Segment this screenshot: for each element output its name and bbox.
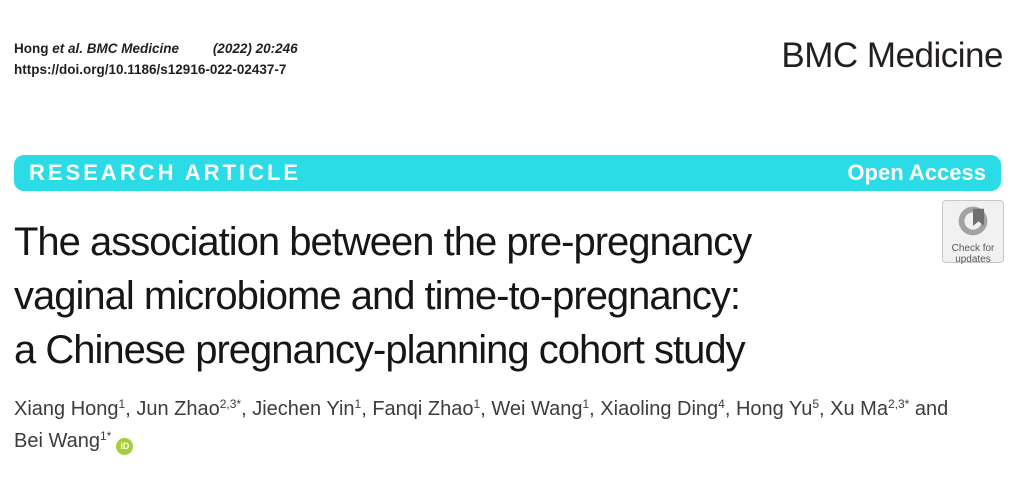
check-for-updates-badge[interactable]: Check for updates — [942, 200, 1004, 265]
author: Xiang Hong1, — [14, 398, 136, 420]
author-separator: , — [724, 398, 736, 420]
title-line-1: The association between the pre-pregnanc… — [14, 220, 752, 264]
author-affiliation: 4 — [718, 397, 725, 411]
citation-block: Hong et al. BMC Medicine (2022) 20:246 h… — [14, 38, 298, 80]
author-affiliation: 1 — [473, 397, 481, 411]
author-separator: , — [241, 398, 253, 420]
author-affiliation: 1 — [354, 397, 362, 411]
author: Fanqi Zhao1, — [372, 398, 491, 420]
author-affiliation: 1 — [582, 397, 590, 411]
citation-issue: (2022) 20:246 — [212, 41, 298, 56]
author-name: Fanqi Zhao — [372, 398, 474, 420]
journal-header: Hong et al. BMC Medicine (2022) 20:246 h… — [0, 0, 1028, 80]
orcid-icon[interactable]: iD — [116, 438, 134, 455]
author-affiliation: 1* — [99, 429, 112, 443]
article-title: The association between the pre-pregnanc… — [14, 215, 918, 377]
author-name: Bei Wang — [14, 430, 100, 452]
check-badge-line1: Check for — [951, 243, 995, 254]
title-line-2: vaginal microbiome and time-to-pregnancy… — [14, 274, 741, 318]
author-affiliation: 5 — [812, 397, 820, 411]
author-name: Jun Zhao — [136, 398, 220, 420]
author-separator: , — [819, 398, 831, 420]
author-name: Hong Yu — [735, 398, 813, 420]
citation-authors: Hong — [14, 41, 49, 56]
open-access-label: Open Access — [847, 160, 986, 185]
author-name: Jiechen Yin — [252, 398, 355, 420]
author-separator: , — [480, 398, 492, 420]
check-badge-label: Check for updates — [951, 243, 995, 265]
author: Bei Wang1* — [14, 430, 111, 452]
crossmark-icon — [955, 203, 991, 244]
article-type-label: RESEARCH ARTICLE — [29, 160, 302, 185]
author: Hong Yu5, — [736, 398, 830, 420]
author: Xiaoling Ding4, — [600, 398, 736, 420]
author: Jun Zhao2,3*, — [136, 398, 252, 420]
title-line-3: a Chinese pregnancy-planning cohort stud… — [14, 328, 746, 372]
journal-name: BMC Medicine — [781, 36, 1003, 75]
doi-link[interactable]: https://doi.org/10.1186/s12916-022-02437… — [14, 62, 287, 77]
author-affiliation: 1 — [118, 397, 126, 411]
author-list: Xiang Hong1, Jun Zhao2,3*, Jiechen Yin1,… — [14, 393, 968, 457]
author: Xu Ma2,3* and — [830, 398, 948, 420]
citation-journal: et al. BMC Medicine — [52, 41, 180, 56]
author-separator: , — [125, 398, 137, 420]
author-separator: and — [909, 398, 949, 420]
author-name: Xu Ma — [830, 398, 888, 420]
author-name: Xiang Hong — [14, 398, 119, 420]
author-affiliation: 2,3* — [887, 397, 910, 411]
author-name: Xiaoling Ding — [600, 398, 719, 420]
article-type-banner: RESEARCH ARTICLE Open Access — [14, 155, 1001, 191]
author-name: Wei Wang — [491, 398, 583, 420]
author-affiliation: 2,3* — [219, 397, 242, 411]
author: Wei Wang1, — [491, 398, 600, 420]
author-separator: , — [589, 398, 601, 420]
check-badge-line2: updates — [955, 253, 991, 265]
author: Jiechen Yin1, — [252, 398, 372, 420]
citation-line: Hong et al. BMC Medicine (2022) 20:246 — [14, 38, 298, 59]
author-separator: , — [361, 398, 373, 420]
